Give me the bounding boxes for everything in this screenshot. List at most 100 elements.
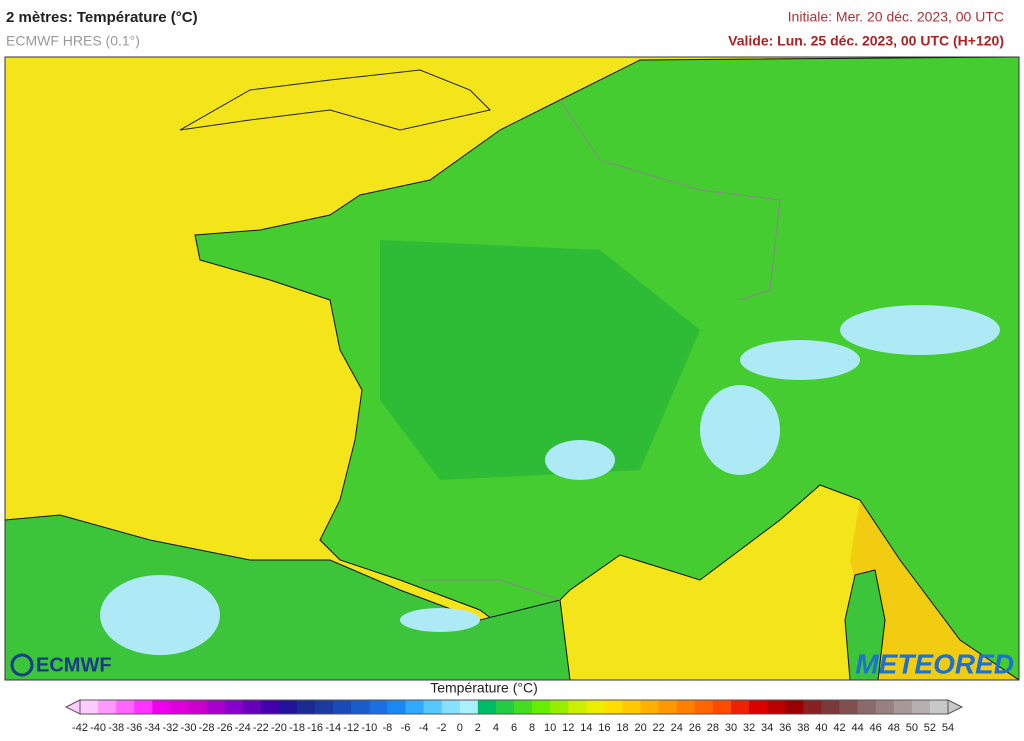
ecmwf-logo: ECMWF <box>10 653 112 677</box>
legend-swatch <box>333 700 352 714</box>
legend-tick-label: 50 <box>906 722 918 734</box>
legend-swatch <box>297 700 316 714</box>
legend-swatch <box>712 700 732 714</box>
legend-swatch <box>278 700 298 714</box>
legend-tick-label: -8 <box>383 722 393 734</box>
legend-swatch <box>134 700 153 714</box>
legend-swatch <box>604 700 623 714</box>
legend-swatch <box>929 700 949 714</box>
legend-tick-label: -28 <box>199 722 215 734</box>
legend-swatch <box>550 700 569 714</box>
legend-tick-label: -4 <box>419 722 429 734</box>
model: ECMWF HRES (0.1°) <box>6 33 140 49</box>
legend-tick-label: 30 <box>725 722 737 734</box>
snow-areas <box>100 305 1000 655</box>
legend-tick-label: 2 <box>475 722 481 734</box>
legend-tick-label: 4 <box>493 722 499 734</box>
land-shade <box>380 240 700 480</box>
legend-swatch <box>803 700 822 714</box>
legend-tick-label: 0 <box>457 722 463 734</box>
legend-swatch <box>640 700 660 714</box>
legend-swatch <box>586 700 605 714</box>
legend-swatch <box>477 700 497 714</box>
legend-swatch <box>767 700 786 714</box>
legend-swatch <box>405 700 425 714</box>
legend-swatch <box>658 700 678 714</box>
uk-coast <box>179 69 491 131</box>
legend-swatch <box>206 700 226 714</box>
legend-tick-label: 26 <box>689 722 701 734</box>
legend-swatch <box>514 700 533 714</box>
legend: -42 -40 -38 -36 -34 -32 -30 -28 -26 -24 -22 -20 -18-… <box>64 699 964 734</box>
legend-tick-label: -22 <box>253 722 269 734</box>
legend-tick-label: 54 <box>942 722 954 734</box>
legend-tick-label: 42 <box>833 722 845 734</box>
legend-swatch <box>749 700 768 714</box>
legend-swatch <box>568 700 587 714</box>
legend-tick-label: 22 <box>653 722 665 734</box>
legend-tick-label: 40 <box>815 722 827 734</box>
legend-swatch <box>875 700 895 714</box>
legend-tick-label: -20 <box>271 722 287 734</box>
legend-tick-label: 52 <box>924 722 936 734</box>
initial-time: Initiale: Mer. 20 déc. 2023, 00 UTC <box>788 9 1004 25</box>
legend-tick-label: 44 <box>851 722 863 734</box>
legend-tick-label: -14 <box>325 722 341 734</box>
legend-swatch <box>98 700 117 714</box>
legend-swatch <box>260 700 280 714</box>
borders <box>420 99 781 601</box>
legend-swatch <box>224 700 244 714</box>
legend-tick-label: 46 <box>870 722 882 734</box>
legend-swatch <box>622 700 642 714</box>
legend-swatch <box>441 700 461 714</box>
legend-tick-label: 18 <box>616 722 628 734</box>
legend-tick-label: -12 <box>343 722 359 734</box>
legend-tick-label: -18 <box>289 722 305 734</box>
legend-swatch <box>857 700 877 714</box>
legend-tick-label: -36 <box>126 722 142 734</box>
legend-tick-label: 16 <box>598 722 610 734</box>
legend-swatch <box>242 700 262 714</box>
legend-arrow-right <box>947 699 964 715</box>
legend-swatch <box>694 700 714 714</box>
legend-tick-label: -6 <box>401 722 411 734</box>
legend-swatch <box>676 700 696 714</box>
legend-tick-label: -10 <box>361 722 377 734</box>
legend-swatch <box>731 700 750 714</box>
legend-tick-label: 48 <box>888 722 900 734</box>
legend-tick-label: -2 <box>437 722 447 734</box>
legend-tick-label: -38 <box>108 722 124 734</box>
legend-tick-label: 14 <box>580 722 592 734</box>
legend-swatch <box>911 700 931 714</box>
legend-tick-label: -32 <box>162 722 178 734</box>
logo-ecmwf: ECMWF <box>36 654 112 676</box>
map <box>5 57 1019 680</box>
legend-tick-label: -30 <box>181 722 197 734</box>
legend-swatch <box>387 700 406 714</box>
legend-tick-label: 28 <box>707 722 719 734</box>
legend-tick-label: 12 <box>562 722 574 734</box>
legend-arrow-left <box>64 699 81 715</box>
legend-swatch <box>188 700 208 714</box>
legend-swatch <box>459 700 479 714</box>
legend-swatch <box>423 700 443 714</box>
legend-swatch <box>152 700 171 714</box>
legend-swatch <box>785 700 804 714</box>
legend-tick-label: -42 <box>72 722 88 734</box>
logo-meteored: METEORED <box>855 648 1014 679</box>
legend-swatch <box>369 700 388 714</box>
legend-tick-label: 6 <box>511 722 517 734</box>
legend-swatch <box>893 700 913 714</box>
legend-tick-label: -40 <box>90 722 106 734</box>
legend-swatch <box>315 700 334 714</box>
legend-tick-label: 24 <box>671 722 683 734</box>
legend-tick-label: 34 <box>761 722 773 734</box>
legend-frame <box>79 699 949 715</box>
legend-swatch <box>532 700 551 714</box>
legend-swatch <box>170 700 189 714</box>
legend-tick-label: 8 <box>529 722 535 734</box>
legend-tick-label: -26 <box>217 722 233 734</box>
legend-swatch <box>821 700 840 714</box>
title: 2 mètres: Température (°C) <box>6 9 198 26</box>
